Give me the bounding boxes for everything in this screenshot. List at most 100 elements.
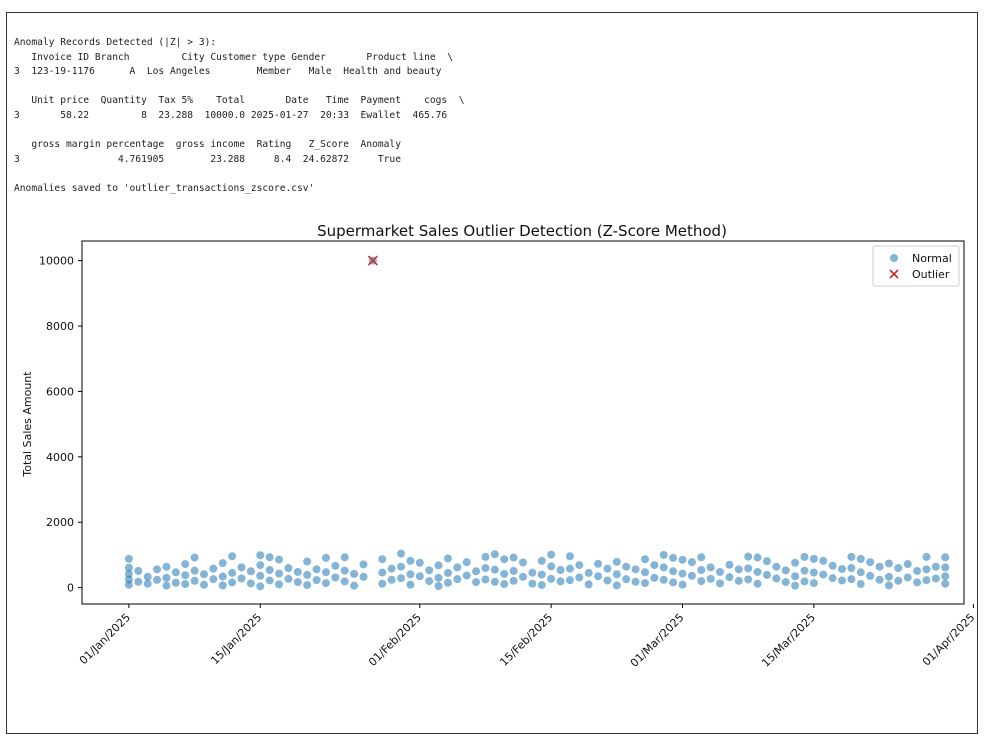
data-point-normal <box>659 563 668 572</box>
data-point-normal <box>162 573 171 582</box>
data-point-normal <box>809 554 818 563</box>
data-point-normal <box>303 581 312 590</box>
data-point-normal <box>537 570 546 579</box>
data-point-normal <box>941 579 950 588</box>
data-point-normal <box>397 574 406 583</box>
data-point-normal <box>828 574 837 583</box>
data-point-normal <box>500 569 509 578</box>
data-point-normal <box>284 574 293 583</box>
data-point-normal <box>753 567 762 576</box>
data-point-normal <box>744 575 753 584</box>
data-point-normal <box>171 568 180 577</box>
data-point-normal <box>528 579 537 588</box>
data-point-normal <box>847 552 856 561</box>
data-point-normal <box>697 565 706 574</box>
data-point-normal <box>500 580 509 589</box>
data-point-normal <box>575 561 584 570</box>
data-point-normal <box>124 580 133 589</box>
data-point-normal <box>331 573 340 582</box>
data-point-normal <box>350 581 359 590</box>
data-point-normal <box>913 566 922 575</box>
x-tick-label: 01/Jan/2025 <box>77 611 133 667</box>
data-point-normal <box>490 550 499 559</box>
data-point-normal <box>622 562 631 571</box>
data-point-normal <box>359 560 368 569</box>
data-point-normal <box>565 576 574 585</box>
data-point-normal <box>800 552 809 561</box>
data-point-normal <box>547 574 556 583</box>
x-tick-label: 01/Mar/2025 <box>628 611 687 670</box>
data-point-normal <box>387 575 396 584</box>
data-point-normal <box>565 564 574 573</box>
console-line: Invoice ID Branch City Customer type Gen… <box>14 51 453 63</box>
x-tick-label: 01/Feb/2025 <box>366 611 424 669</box>
data-point-normal <box>162 581 171 590</box>
data-point-normal <box>124 554 133 563</box>
data-point-normal <box>669 578 678 587</box>
data-point-normal <box>762 570 771 579</box>
data-point-normal <box>415 572 424 581</box>
data-point-normal <box>884 559 893 568</box>
data-point-normal <box>537 556 546 565</box>
data-point-normal <box>556 565 565 574</box>
data-point-normal <box>650 561 659 570</box>
y-axis-label: Total Sales Amount <box>21 371 34 478</box>
y-tick-label: 8000 <box>46 320 74 333</box>
data-point-normal <box>697 577 706 586</box>
console-line: 3 4.761905 23.288 8.4 24.62872 True <box>14 153 401 165</box>
data-point-normal <box>612 557 621 566</box>
data-point-normal <box>321 553 330 562</box>
data-point-normal <box>603 576 612 585</box>
data-point-normal <box>406 580 415 589</box>
data-point-normal <box>397 549 406 558</box>
data-point-normal <box>941 572 950 581</box>
data-point-normal <box>519 558 527 567</box>
data-point-normal <box>134 577 143 586</box>
data-point-normal <box>922 552 931 561</box>
x-tick-label: 01/Apr/2025 <box>920 611 978 669</box>
data-point-normal <box>659 575 668 584</box>
y-tick-label: 6000 <box>46 385 74 398</box>
data-point-normal <box>209 564 218 573</box>
data-point-normal <box>162 562 171 571</box>
console-line: Anomalies saved to 'outlier_transactions… <box>14 182 315 194</box>
data-point-normal <box>838 576 847 585</box>
data-point-normal <box>321 568 330 577</box>
console-line: 3 123-19-1176 A Los Angeles Member Male … <box>14 66 442 78</box>
data-point-normal <box>500 555 509 564</box>
data-point-normal <box>275 569 284 578</box>
data-point-normal <box>884 572 893 581</box>
data-point-normal <box>565 552 574 561</box>
data-point-normal <box>631 565 640 574</box>
data-point-normal <box>124 563 133 572</box>
data-point-normal <box>678 569 687 578</box>
data-point-normal <box>838 565 847 574</box>
data-point-normal <box>453 575 462 584</box>
data-point-normal <box>716 579 725 588</box>
data-point-normal <box>443 554 452 563</box>
legend-label-normal: Normal <box>912 252 952 265</box>
data-point-normal <box>866 571 875 580</box>
data-point-normal <box>462 558 471 567</box>
data-point-normal <box>453 563 462 572</box>
data-point-normal <box>603 564 612 573</box>
legend: Normal Outlier <box>872 245 960 287</box>
data-point-normal <box>228 552 237 561</box>
data-point-normal <box>472 567 481 576</box>
console-line: gross margin percentage gross income Rat… <box>14 139 401 151</box>
data-point-normal <box>941 553 950 562</box>
axes: 0 2000 4000 6000 8000 10000 01/Jan/2025 15/Jan/… <box>39 240 978 670</box>
console-output: Anomaly Records Detected (|Z| > 3): Invo… <box>14 36 465 197</box>
data-point-normal <box>509 566 518 575</box>
data-point-normal <box>584 568 593 577</box>
plot-area-frame <box>81 240 965 605</box>
data-point-normal <box>687 558 696 567</box>
data-point-normal <box>537 581 546 590</box>
data-point-normal <box>781 578 790 587</box>
data-point-normal <box>181 560 190 569</box>
data-point-normal <box>434 573 443 582</box>
data-point-normal <box>218 572 227 581</box>
y-tick-label: 4000 <box>46 451 74 464</box>
data-point-normal <box>800 566 809 575</box>
data-point-normal <box>237 563 246 572</box>
